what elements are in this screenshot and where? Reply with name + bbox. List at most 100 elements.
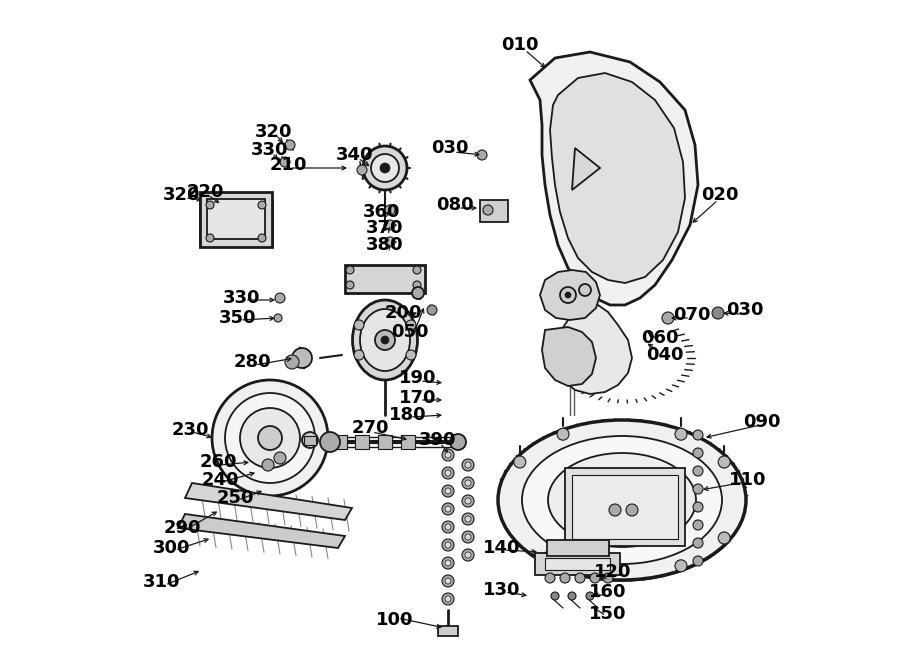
Circle shape xyxy=(465,462,471,468)
Circle shape xyxy=(450,434,466,450)
Circle shape xyxy=(675,560,687,572)
Circle shape xyxy=(693,502,703,512)
Text: 260: 260 xyxy=(199,453,237,471)
Circle shape xyxy=(575,573,585,583)
Ellipse shape xyxy=(353,300,417,380)
Circle shape xyxy=(385,237,395,247)
Circle shape xyxy=(240,408,300,468)
Circle shape xyxy=(381,336,389,344)
Text: 010: 010 xyxy=(501,36,539,54)
Text: 210: 210 xyxy=(269,156,307,174)
Text: 150: 150 xyxy=(589,605,627,623)
Text: 160: 160 xyxy=(589,583,627,601)
Text: 240: 240 xyxy=(201,471,239,489)
Circle shape xyxy=(693,556,703,566)
Text: 090: 090 xyxy=(743,413,781,431)
Bar xyxy=(401,435,415,449)
Circle shape xyxy=(483,205,493,215)
Circle shape xyxy=(445,488,451,494)
Circle shape xyxy=(406,350,416,360)
Text: 230: 230 xyxy=(171,421,209,439)
Text: 290: 290 xyxy=(164,519,200,537)
Circle shape xyxy=(285,140,295,150)
Text: 370: 370 xyxy=(367,219,403,237)
Bar xyxy=(438,626,458,636)
Text: 140: 140 xyxy=(483,539,521,557)
Circle shape xyxy=(445,542,451,548)
Circle shape xyxy=(560,573,570,583)
Text: 360: 360 xyxy=(363,203,401,221)
Polygon shape xyxy=(530,52,698,305)
Ellipse shape xyxy=(360,309,410,371)
Circle shape xyxy=(675,428,687,440)
Circle shape xyxy=(465,552,471,558)
Circle shape xyxy=(465,498,471,504)
Text: 270: 270 xyxy=(351,419,389,437)
Circle shape xyxy=(445,596,451,602)
Circle shape xyxy=(206,201,214,209)
Circle shape xyxy=(274,452,286,464)
Circle shape xyxy=(718,532,731,544)
Circle shape xyxy=(225,393,315,483)
Bar xyxy=(378,435,392,449)
Text: 320: 320 xyxy=(255,123,293,141)
Text: 200: 200 xyxy=(384,304,422,322)
Text: 040: 040 xyxy=(646,346,684,364)
Circle shape xyxy=(385,205,395,215)
Circle shape xyxy=(292,348,312,368)
Circle shape xyxy=(285,355,299,369)
Circle shape xyxy=(280,157,290,167)
Polygon shape xyxy=(572,148,600,190)
Circle shape xyxy=(445,578,451,584)
Circle shape xyxy=(693,430,703,440)
Text: 120: 120 xyxy=(595,563,631,581)
Circle shape xyxy=(442,593,454,605)
Circle shape xyxy=(354,350,364,360)
Circle shape xyxy=(406,320,416,330)
Circle shape xyxy=(346,266,354,274)
Text: 190: 190 xyxy=(399,369,437,387)
Circle shape xyxy=(565,292,571,298)
Circle shape xyxy=(274,314,282,322)
Circle shape xyxy=(262,459,274,471)
Circle shape xyxy=(662,312,674,324)
Text: 250: 250 xyxy=(216,489,254,507)
Text: 310: 310 xyxy=(143,573,181,591)
Circle shape xyxy=(462,513,474,525)
Text: 330: 330 xyxy=(251,141,289,159)
Circle shape xyxy=(442,557,454,569)
Circle shape xyxy=(693,484,703,494)
Text: 020: 020 xyxy=(701,186,739,204)
Circle shape xyxy=(693,520,703,530)
Circle shape xyxy=(258,426,282,450)
Circle shape xyxy=(258,201,266,209)
Text: 390: 390 xyxy=(419,431,457,449)
Circle shape xyxy=(442,485,454,497)
Circle shape xyxy=(551,592,559,600)
Circle shape xyxy=(462,531,474,543)
Circle shape xyxy=(363,146,407,190)
Text: 050: 050 xyxy=(391,323,429,341)
Circle shape xyxy=(693,466,703,476)
Polygon shape xyxy=(550,73,685,283)
Circle shape xyxy=(445,470,451,476)
Circle shape xyxy=(442,449,454,461)
Circle shape xyxy=(712,307,724,319)
Circle shape xyxy=(568,592,576,600)
Circle shape xyxy=(320,432,340,452)
Text: 080: 080 xyxy=(437,196,474,214)
Circle shape xyxy=(442,467,454,479)
Ellipse shape xyxy=(522,436,722,564)
Polygon shape xyxy=(542,327,596,386)
Bar xyxy=(545,558,610,570)
Bar xyxy=(333,435,347,449)
Text: 340: 340 xyxy=(336,146,374,164)
Circle shape xyxy=(354,320,364,330)
Circle shape xyxy=(586,592,594,600)
Circle shape xyxy=(302,432,318,448)
Circle shape xyxy=(545,573,555,583)
Polygon shape xyxy=(555,305,632,394)
Circle shape xyxy=(442,539,454,551)
Bar xyxy=(207,199,265,239)
Circle shape xyxy=(462,549,474,561)
